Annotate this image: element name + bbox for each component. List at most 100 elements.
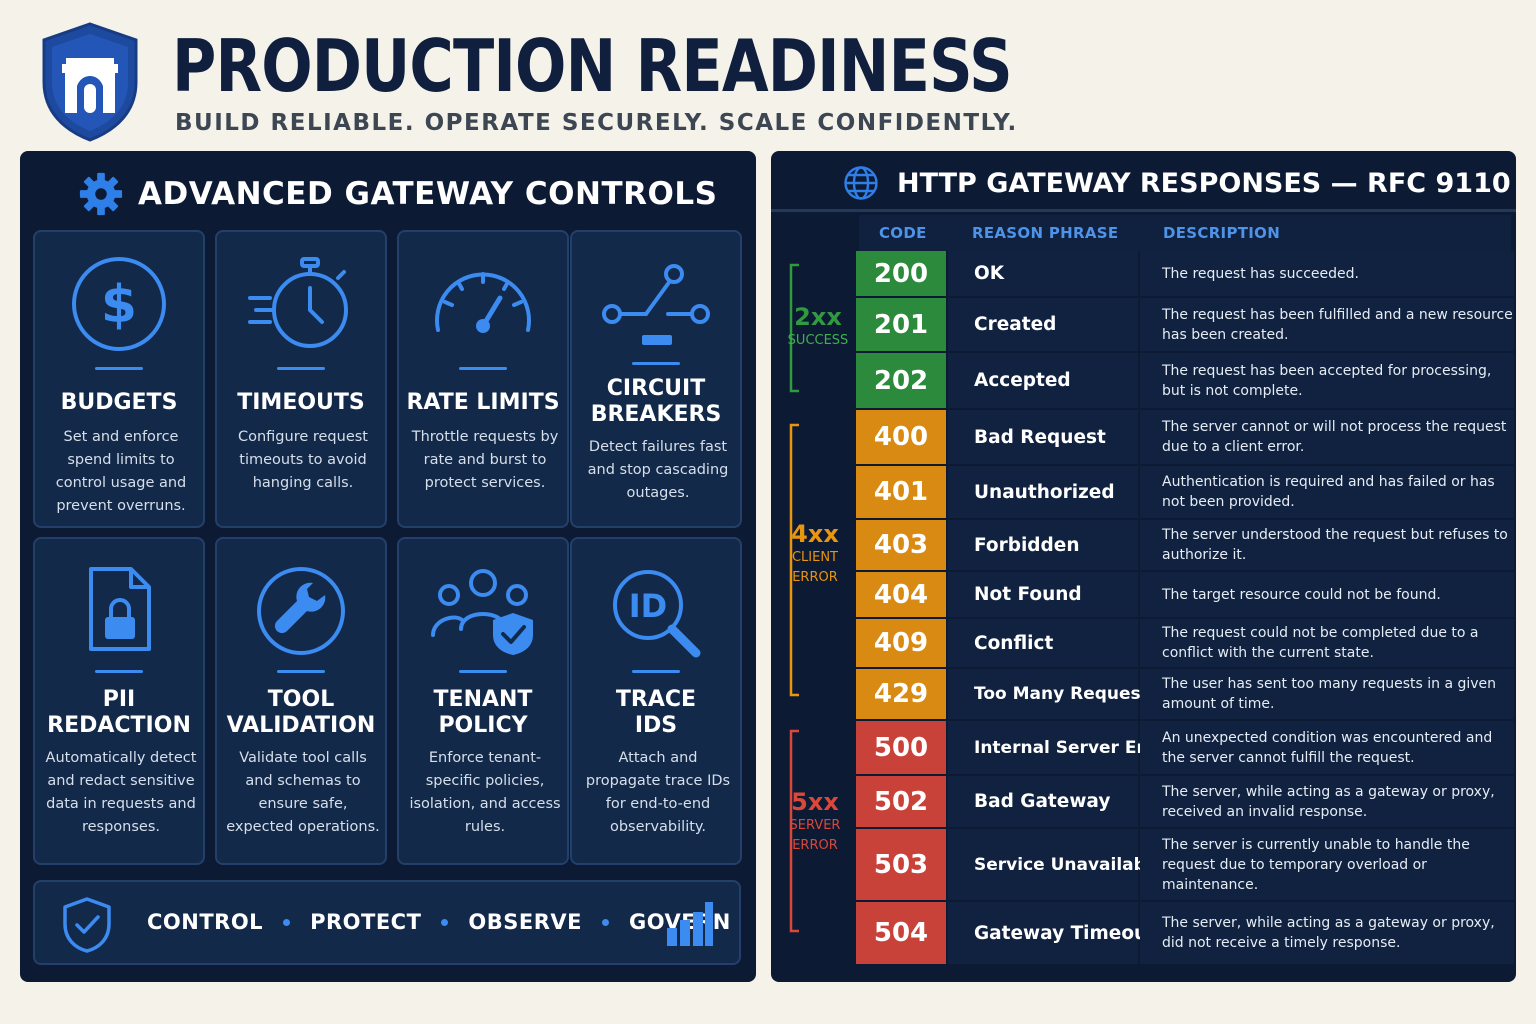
status-code-badge: 503 [856, 829, 946, 900]
card-description: Configure request timeouts to avoid hang… [237, 429, 368, 491]
card-pii-redaction[interactable]: PII REDACTION Automatically detect and r… [33, 537, 205, 865]
table-row: 202 Accepted The request has been accepted… [856, 353, 1514, 408]
page-subtitle: BUILD RELIABLE. OPERATE SECURELY. SCALE … [175, 110, 1018, 136]
reason-phrase: Unauthorized [948, 466, 1138, 518]
status-description: The request has been fulfilled and a new… [1140, 298, 1514, 351]
status-description: The server cannot or will not process th… [1140, 410, 1514, 464]
table-row: 409 Conflict The request could not be comp… [856, 619, 1514, 667]
reason-phrase: Created [948, 298, 1138, 351]
globe-icon [844, 166, 878, 200]
footer-word-govern: GOVERN [629, 910, 731, 934]
bar-chart-icon [667, 902, 713, 946]
table-row: 500 Internal Server Error An unexpected co… [856, 721, 1514, 774]
card-title: CIRCUIT BREAKERS [590, 376, 722, 427]
footer-word-control: CONTROL [147, 910, 264, 934]
status-description: The target resource could not be found. [1140, 572, 1514, 617]
group-label-5xx: 5xx SERVER ERROR [779, 788, 851, 856]
reason-phrase: Bad Request [948, 410, 1138, 464]
group-code: 5xx [791, 788, 839, 816]
card-title: TOOL VALIDATION [226, 687, 376, 738]
card-title: PII REDACTION [47, 687, 191, 738]
reason-phrase: Not Found [948, 572, 1138, 617]
reason-phrase: Forbidden [948, 520, 1138, 570]
gateway-controls-panel: ADVANCED GATEWAY CONTROLS $ BUDGETS Set … [20, 151, 756, 982]
footer-word-protect: PROTECT [310, 910, 422, 934]
status-code-badge: 500 [856, 721, 946, 774]
table-row: 200 OK The request has succeeded. [856, 251, 1514, 296]
card-tool-validation[interactable]: TOOL VALIDATION Validate tool calls and … [215, 537, 387, 865]
shield-check-icon [63, 897, 111, 953]
status-code-badge: 202 [856, 353, 946, 408]
status-description: The server, while acting as a gateway or… [1140, 902, 1514, 964]
table-row: 429 Too Many Requests The user has sent to… [856, 669, 1514, 719]
bullet-dot [283, 918, 291, 926]
card-description: Attach and propagate trace IDs for end-t… [585, 750, 731, 835]
table-row: 401 Unauthorized Authentication is require… [856, 466, 1514, 518]
reason-phrase: Accepted [948, 353, 1138, 408]
card-title: TENANT POLICY [433, 687, 533, 738]
group-brackets [789, 263, 799, 933]
users-shield-icon [431, 569, 533, 655]
wrench-icon [257, 567, 345, 655]
table-row: 504 Gateway Timeout The server, while acti… [856, 902, 1514, 964]
card-description: Enforce tenant-specific policies, isolat… [409, 750, 561, 835]
controls-footer-bar: CONTROL PROTECT OBSERVE GOVERN [33, 880, 741, 965]
status-code-badge: 502 [856, 776, 946, 827]
card-rate-limits[interactable]: RATE LIMITS Throttle requests by rate an… [397, 230, 569, 528]
column-header-reason: REASON PHRASE [972, 224, 1119, 242]
footer-keywords: CONTROL PROTECT OBSERVE GOVERN [147, 910, 731, 934]
card-budgets[interactable]: $ BUDGETS Set and enforce spend limits t… [33, 230, 205, 528]
svg-text:ID: ID [629, 587, 667, 625]
status-code-badge: 403 [856, 520, 946, 570]
card-title: TRACE IDS [615, 687, 697, 738]
column-header-code: CODE [879, 224, 927, 242]
card-description: Set and enforce spend limits to control … [55, 429, 187, 514]
stopwatch-icon [248, 257, 348, 348]
reason-phrase: Bad Gateway [948, 776, 1138, 827]
card-description: Validate tool calls and schemas to ensur… [226, 750, 380, 835]
card-description: Automatically detect and redact sensitiv… [45, 750, 197, 835]
divider [771, 209, 1516, 212]
reason-phrase: Too Many Requests [948, 669, 1159, 719]
group-code: 2xx [794, 303, 842, 331]
reason-phrase: Service Unavailable [948, 829, 1163, 900]
card-description: Throttle requests by rate and burst to p… [411, 429, 559, 491]
status-code-badge: 200 [856, 251, 946, 296]
locked-document-icon [89, 567, 151, 651]
http-responses-panel: HTTP GATEWAY RESPONSES — RFC 9110 CODE R… [771, 151, 1516, 982]
status-code-badge: 504 [856, 902, 946, 964]
svg-text:$: $ [101, 275, 137, 335]
table-row: 502 Bad Gateway The server, while acting a… [856, 776, 1514, 827]
gauge-icon [435, 272, 531, 333]
bullet-dot [441, 918, 449, 926]
id-search-icon: ID [613, 570, 701, 658]
page-title: PRODUCTION READINESS [172, 24, 1013, 108]
http-responses-header: HTTP GATEWAY RESPONSES — RFC 9110 [843, 163, 1511, 203]
status-code-badge: 409 [856, 619, 946, 667]
table-row: 404 Not Found The target resource could no… [856, 572, 1514, 617]
header: PRODUCTION READINESS BUILD RELIABLE. OPE… [0, 0, 1536, 150]
status-code-badge: 401 [856, 466, 946, 518]
gateway-controls-title: ADVANCED GATEWAY CONTROLS [138, 176, 718, 212]
card-title: TIMEOUTS [237, 390, 365, 415]
card-tenant-policy[interactable]: TENANT POLICY Enforce tenant-specific po… [397, 537, 569, 865]
card-timeouts[interactable]: TIMEOUTS Configure request timeouts to a… [215, 230, 387, 528]
footer-word-observe: OBSERVE [468, 910, 583, 934]
table-row: 201 Created The request has been fulfilled… [856, 298, 1514, 351]
card-circuit-breakers[interactable]: CIRCUIT BREAKERS Detect failures fast an… [570, 230, 742, 528]
status-code-badge: 429 [856, 669, 946, 719]
table-row: 503 Service Unavailable The server is curr… [856, 829, 1514, 900]
table-header: CODE REASON PHRASE DESCRIPTION [859, 215, 1511, 251]
status-description: The request could not be completed due t… [1140, 619, 1514, 667]
reason-phrase: Internal Server Error [948, 721, 1173, 774]
column-header-description: DESCRIPTION [1163, 224, 1281, 242]
card-trace-ids[interactable]: ID TRACE IDS Attach and propagate trace … [570, 537, 742, 865]
gear-icon [79, 172, 123, 216]
group-name: CLIENT ERROR [791, 550, 839, 585]
bullet-dot [602, 918, 610, 926]
status-description: The server understood the request but re… [1140, 520, 1514, 570]
http-responses-title: HTTP GATEWAY RESPONSES — RFC 9110 [897, 167, 1511, 199]
card-description: Detect failures fast and stop cascading … [587, 439, 729, 501]
table-row: 400 Bad Request The server cannot or will … [856, 410, 1514, 464]
table-row: 403 Forbidden The server understood the re… [856, 520, 1514, 570]
